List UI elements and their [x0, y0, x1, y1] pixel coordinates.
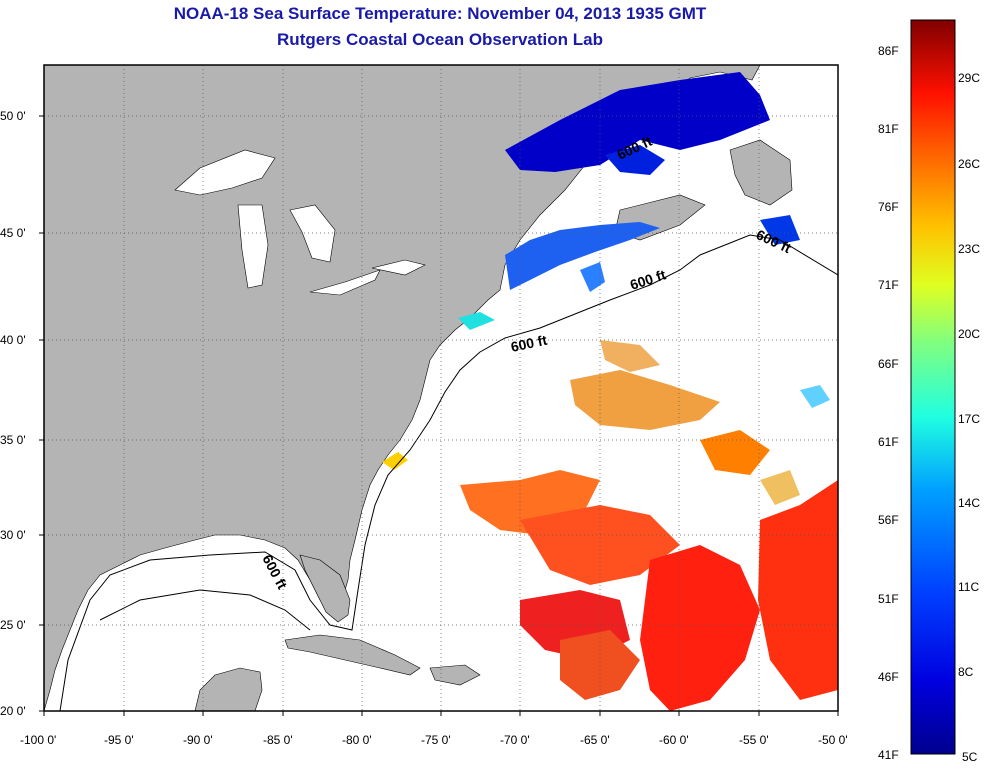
lon-tick-label: -95 0' [104, 733, 134, 747]
colorbar-c-label: 11C [958, 580, 980, 594]
lake-michigan [237, 204, 269, 289]
colorbar-f-label: 61F [878, 435, 899, 449]
colorbar [910, 19, 956, 755]
colorbar-c-label: 26C [958, 157, 981, 171]
colorbar-f-label: 86F [878, 44, 899, 58]
lon-tick-label: -85 0' [263, 733, 293, 747]
isobath-label: 600 ft [509, 332, 548, 355]
lake-superior [174, 149, 276, 196]
land-cuba [284, 634, 421, 676]
land-newfoundland [729, 139, 793, 206]
colorbar-c-label: 23C [958, 242, 981, 256]
lon-tick-label: -75 0' [421, 733, 451, 747]
colorbar-f-label: 56F [878, 513, 899, 527]
colorbar-f-label: 81F [878, 122, 899, 136]
land-north-america [44, 65, 761, 711]
colorbar-f-label: 51F [878, 592, 899, 606]
colorbar-c-label: 14C [958, 496, 981, 510]
lat-tick-label: 50 0' [0, 109, 26, 123]
lake-erie [309, 269, 381, 296]
lon-tick-label: -80 0' [342, 733, 372, 747]
map-title: NOAA-18 Sea Surface Temperature: Novembe… [173, 4, 707, 23]
lon-tick-label: -100 0' [20, 733, 57, 747]
colorbar-c-label: 17C [958, 412, 981, 426]
colorbar-c-label: 5C [962, 750, 978, 764]
colorbar-f-label: 46F [878, 670, 899, 684]
lat-tick-label: 25 0' [0, 618, 26, 632]
land-yucatan [194, 667, 263, 711]
colorbar-f-label: 66F [878, 357, 899, 371]
lat-tick-label: 20 0' [0, 704, 26, 718]
land-hispaniola [429, 664, 481, 686]
colorbar-f-label: 71F [878, 278, 899, 292]
map-grid [44, 65, 838, 711]
colorbar-f-label: 41F [878, 748, 899, 762]
lon-tick-label: -50 0' [818, 733, 848, 747]
lat-tick-label: 35 0' [0, 433, 26, 447]
colorbar-c-label: 8C [958, 665, 974, 679]
colorbar-c-label: 20C [958, 327, 981, 341]
lat-tick-label: 40 0' [0, 333, 26, 347]
isobath-600ft [59, 234, 838, 711]
isobath-600ft-gulf [99, 589, 311, 631]
lat-tick-label: 30 0' [0, 528, 26, 542]
axis-ticks [39, 115, 839, 716]
lat-tick-label: 45 0' [0, 226, 26, 240]
colorbar-c-label: 29C [958, 71, 981, 85]
lake-ontario [371, 259, 426, 276]
map-subtitle: Rutgers Coastal Ocean Observation Lab [277, 30, 603, 49]
lon-tick-label: -55 0' [739, 733, 769, 747]
land-florida [299, 554, 351, 623]
lon-tick-label: -60 0' [659, 733, 689, 747]
lon-tick-label: -65 0' [580, 733, 610, 747]
colorbar-f-label: 76F [878, 200, 899, 214]
lake-huron [289, 204, 336, 263]
lon-tick-label: -70 0' [500, 733, 530, 747]
lon-tick-label: -90 0' [183, 733, 213, 747]
